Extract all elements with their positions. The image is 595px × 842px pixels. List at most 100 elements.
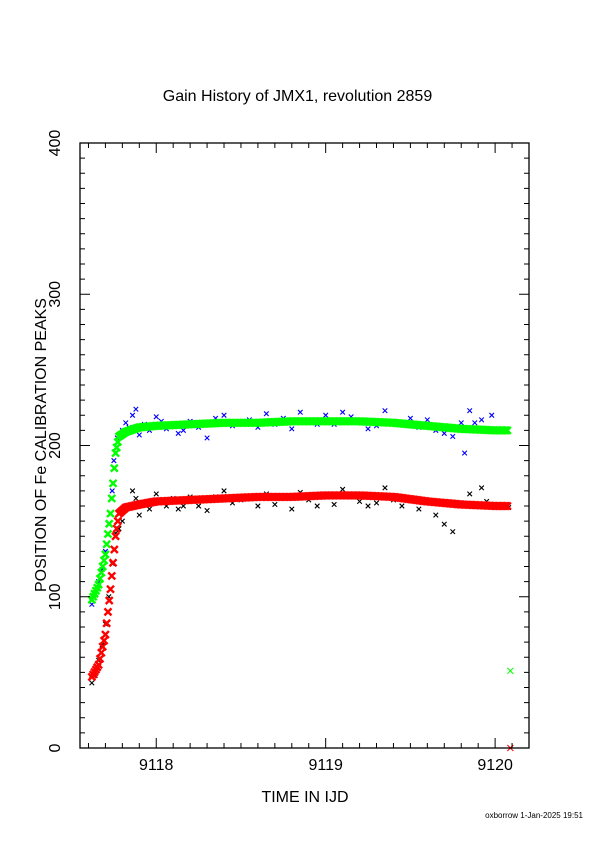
data-point [153, 414, 159, 420]
data-point [129, 488, 136, 494]
y-tick-label: 0 [47, 743, 64, 752]
data-point [467, 491, 473, 497]
y-tick-label: 100 [47, 583, 64, 610]
data-point [339, 409, 346, 415]
footer-timestamp: oxborrow 1-Jan-2025 19:51 [485, 811, 583, 820]
data-point [136, 432, 142, 438]
data-point [123, 420, 129, 426]
x-axis-label: TIME IN IJD [261, 789, 349, 806]
data-point [97, 568, 106, 577]
data-point [478, 417, 485, 423]
data-point [99, 556, 109, 565]
data-point [175, 506, 181, 512]
data-point [133, 495, 139, 502]
data-point [356, 498, 363, 505]
data-point [94, 660, 103, 670]
data-point [204, 507, 210, 514]
y-tick-label: 200 [47, 432, 64, 459]
data-point [104, 519, 114, 529]
data-point [175, 430, 181, 437]
data-point [221, 488, 227, 494]
data-point [195, 503, 202, 509]
data-point [102, 618, 112, 628]
data-point [153, 491, 159, 497]
y-tick-label: 400 [47, 130, 64, 157]
data-point [399, 503, 405, 509]
data-point [109, 488, 115, 494]
data-point [382, 485, 388, 491]
data-point [95, 574, 105, 583]
data-point [365, 426, 371, 432]
data-point [102, 539, 112, 549]
data-point [108, 478, 118, 488]
x-tick-label: 9120 [477, 757, 513, 774]
data-point [95, 654, 105, 664]
data-point [382, 408, 388, 414]
data-point [365, 503, 371, 509]
data-point [129, 412, 136, 418]
data-point [101, 630, 110, 639]
data-point [98, 562, 108, 571]
series-3 [87, 491, 514, 752]
data-point [109, 463, 119, 473]
data-point [111, 531, 120, 541]
data-point [441, 430, 447, 437]
data-point [89, 680, 95, 686]
data-point [502, 501, 512, 511]
data-point [478, 485, 485, 491]
data-point [461, 450, 468, 456]
data-point [146, 506, 153, 512]
data-point [331, 501, 337, 508]
series-1 [87, 416, 514, 675]
data-point [104, 596, 114, 605]
y-axis-label: POSITION OF Fe CALIBRATION PEAKS [33, 298, 50, 592]
data-point [507, 667, 514, 675]
data-point [407, 415, 414, 421]
chart-title: Gain History of JMX1, revolution 2859 [162, 88, 433, 105]
data-point [103, 529, 113, 539]
data-point [108, 558, 118, 568]
data-point [289, 506, 295, 512]
x-tick-label: 9119 [308, 757, 343, 774]
data-point [204, 435, 210, 441]
data-point [98, 642, 108, 652]
data-point [433, 512, 439, 518]
data-point [450, 433, 456, 440]
data-point [289, 426, 295, 432]
data-point [467, 408, 473, 414]
data-point [373, 500, 380, 506]
data-point [97, 648, 106, 658]
data-point [489, 412, 495, 418]
x-tick-label: 9118 [139, 757, 174, 774]
data-point [133, 406, 139, 412]
data-point [450, 529, 456, 535]
y-tick-label: 300 [47, 281, 64, 308]
data-point [272, 501, 278, 508]
data-point [314, 503, 320, 509]
data-point [101, 550, 110, 559]
data-point [111, 457, 117, 464]
data-point [94, 580, 103, 589]
data-point [297, 409, 303, 415]
data-point [103, 607, 113, 617]
data-point [109, 545, 119, 554]
data-point [322, 412, 329, 418]
series-2 [89, 485, 512, 686]
data-point [112, 524, 122, 534]
data-point [263, 411, 270, 417]
data-point [339, 486, 346, 493]
data-point [502, 426, 512, 435]
data-point [221, 412, 227, 418]
data-point [113, 516, 123, 526]
data-point [255, 503, 261, 509]
data-point [136, 512, 142, 518]
data-point [107, 494, 117, 503]
data-point [106, 509, 115, 518]
data-point [107, 571, 117, 581]
data-point [106, 584, 115, 594]
data-point [99, 636, 109, 645]
data-point [472, 420, 478, 426]
data-point [416, 506, 422, 512]
data-point [441, 521, 447, 527]
